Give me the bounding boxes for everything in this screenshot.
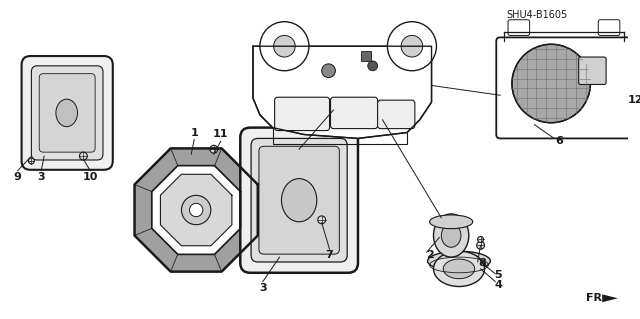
Text: 10: 10 [83,172,98,182]
Ellipse shape [429,215,473,229]
Circle shape [189,203,203,217]
Text: SHU4-B1605: SHU4-B1605 [507,10,568,20]
Polygon shape [134,148,178,192]
Polygon shape [241,184,258,235]
Ellipse shape [444,259,475,279]
FancyBboxPatch shape [259,146,339,254]
FancyBboxPatch shape [275,97,330,130]
Ellipse shape [442,224,461,247]
FancyBboxPatch shape [31,66,103,160]
Polygon shape [214,228,258,271]
Circle shape [79,152,87,160]
Circle shape [322,64,335,78]
Polygon shape [171,254,221,271]
Text: 9: 9 [13,172,22,182]
Text: 2: 2 [426,250,433,260]
Ellipse shape [512,44,591,123]
FancyBboxPatch shape [251,138,347,262]
Ellipse shape [433,214,469,257]
FancyBboxPatch shape [361,51,371,61]
Polygon shape [253,46,431,138]
Circle shape [28,158,35,164]
Text: 4: 4 [494,279,502,290]
Text: FR.: FR. [586,293,606,303]
FancyBboxPatch shape [330,97,378,129]
Circle shape [260,22,309,71]
Text: 8: 8 [479,258,486,268]
Circle shape [401,35,422,57]
Ellipse shape [56,99,77,127]
Polygon shape [134,184,152,235]
Text: 3: 3 [37,172,45,182]
FancyBboxPatch shape [598,20,620,35]
FancyBboxPatch shape [579,57,606,85]
Polygon shape [161,174,232,246]
Text: 1: 1 [190,128,198,137]
Circle shape [387,22,436,71]
Polygon shape [214,148,258,192]
Ellipse shape [282,179,317,222]
FancyBboxPatch shape [496,37,632,138]
Text: 3: 3 [259,284,267,293]
Text: 6: 6 [555,136,563,146]
Polygon shape [171,148,221,166]
Circle shape [318,216,326,224]
Circle shape [477,236,483,242]
FancyBboxPatch shape [22,56,113,170]
Circle shape [274,35,295,57]
Ellipse shape [428,251,490,271]
FancyBboxPatch shape [39,74,95,152]
Text: 5: 5 [495,270,502,280]
Circle shape [210,145,218,153]
FancyBboxPatch shape [508,20,530,35]
Polygon shape [602,294,618,302]
Text: 12: 12 [628,95,640,105]
FancyBboxPatch shape [240,128,358,273]
Polygon shape [134,228,178,271]
Circle shape [477,241,484,249]
Circle shape [368,61,378,71]
Circle shape [630,85,640,95]
FancyBboxPatch shape [378,100,415,129]
Circle shape [182,195,211,225]
Text: 7: 7 [326,250,333,260]
Text: 11: 11 [213,130,228,139]
Ellipse shape [433,251,484,286]
